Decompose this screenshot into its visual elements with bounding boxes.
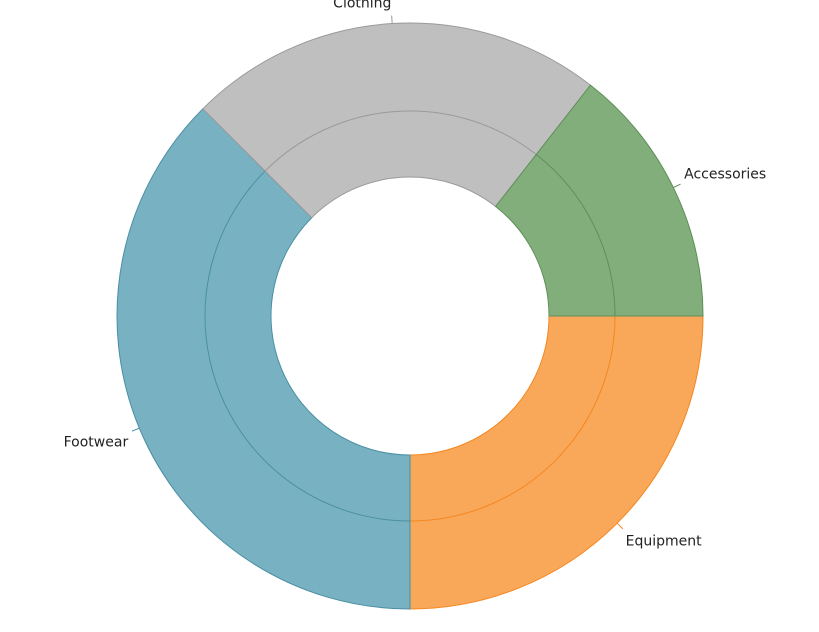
leader-line-equipment	[616, 522, 624, 530]
slice-label-clothing: Clothing	[333, 0, 391, 12]
leader-line-footwear	[131, 427, 140, 432]
ring-divider-clothing	[264, 110, 537, 172]
labels-group: Equipment Footwear Clothing Accessories	[64, 0, 767, 550]
slice-footwear[interactable]	[116, 108, 411, 610]
slice-accessories[interactable]	[494, 84, 704, 317]
ring-divider-accessories	[535, 154, 616, 317]
slice-label-equipment: Equipment	[626, 534, 703, 550]
slice-label-footwear: Footwear	[64, 435, 129, 451]
leader-line-accessories	[673, 183, 681, 189]
slices-group	[116, 22, 704, 610]
slice-clothing[interactable]	[202, 22, 592, 219]
slice-equipment[interactable]	[409, 315, 704, 610]
ring-divider-equipment	[409, 315, 616, 522]
slice-label-accessories: Accessories	[684, 166, 766, 182]
ring-divider-footwear	[204, 170, 411, 522]
